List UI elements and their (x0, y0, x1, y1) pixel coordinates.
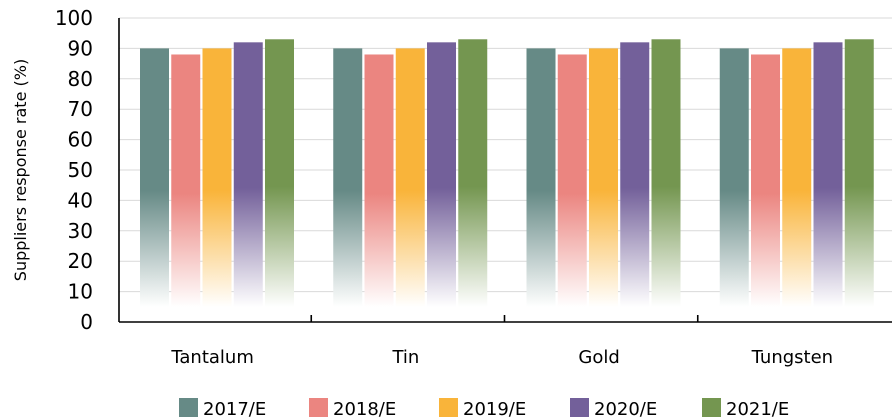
y-tick-label: 40 (68, 188, 93, 212)
y-tick-label: 80 (68, 67, 93, 91)
legend-label: 2021/E (726, 399, 789, 419)
bar-tantalum-2018-e (171, 54, 201, 308)
y-tick-label: 60 (68, 128, 93, 152)
y-tick-label: 0 (80, 310, 93, 334)
legend-swatch (309, 398, 328, 417)
bar-tungsten-2021-e (844, 39, 874, 307)
bar-gold-2018-e (557, 54, 587, 308)
y-tick-label: 90 (68, 36, 93, 60)
y-tick-label: 50 (68, 158, 93, 182)
legend-label: 2017/E (203, 399, 266, 419)
y-tick-label: 30 (68, 219, 93, 243)
bar-tungsten-2017-e (719, 48, 749, 308)
bar-tin-2021-e (458, 39, 488, 307)
bar-tantalum-2017-e (140, 48, 169, 308)
bar-tantalum-2021-e (265, 39, 294, 307)
x-tick-label: Tantalum (170, 347, 254, 368)
legend-swatch (439, 398, 458, 417)
x-tick-labels: Tantalum Tin Gold Tungsten (170, 347, 833, 368)
bar-gold-2017-e (526, 48, 556, 308)
y-axis-title: Suppliers response rate (%) (11, 59, 30, 281)
bar-tin-2020-e (427, 42, 456, 307)
bar-tungsten-2019-e (782, 48, 812, 308)
legend-swatch (570, 398, 589, 417)
legend-swatch (179, 398, 198, 417)
y-tick-label: 70 (68, 97, 93, 121)
bar-tungsten-2018-e (751, 54, 780, 308)
x-tick-label: Tungsten (751, 347, 833, 368)
bar-gold-2021-e (651, 39, 681, 307)
bar-tin-2019-e (395, 48, 425, 308)
bar-tantalum-2019-e (202, 48, 232, 308)
legend-label: 2020/E (594, 399, 657, 419)
legend-label: 2019/E (463, 399, 526, 419)
bar-tantalum-2020-e (233, 42, 263, 307)
bar-tungsten-2020-e (813, 42, 843, 307)
bar-gold-2020-e (620, 42, 650, 307)
bar-tin-2017-e (333, 48, 363, 308)
axes (118, 18, 892, 323)
bar-tin-2018-e (364, 54, 394, 308)
bar-gold-2019-e (589, 48, 618, 308)
x-tick-label: Gold (578, 347, 619, 368)
bars (140, 39, 874, 308)
y-tick-label: 10 (68, 280, 93, 304)
legend-swatch (702, 398, 721, 417)
y-tick-labels: 0 10 20 30 40 50 60 70 80 90 100 (55, 6, 93, 334)
y-tick-label: 100 (55, 6, 93, 30)
legend: 2017/E 2018/E 2019/E 2020/E 2021/E (179, 398, 789, 419)
x-tick-label: Tin (391, 347, 419, 368)
legend-label: 2018/E (333, 399, 396, 419)
y-tick-label: 20 (68, 249, 93, 273)
